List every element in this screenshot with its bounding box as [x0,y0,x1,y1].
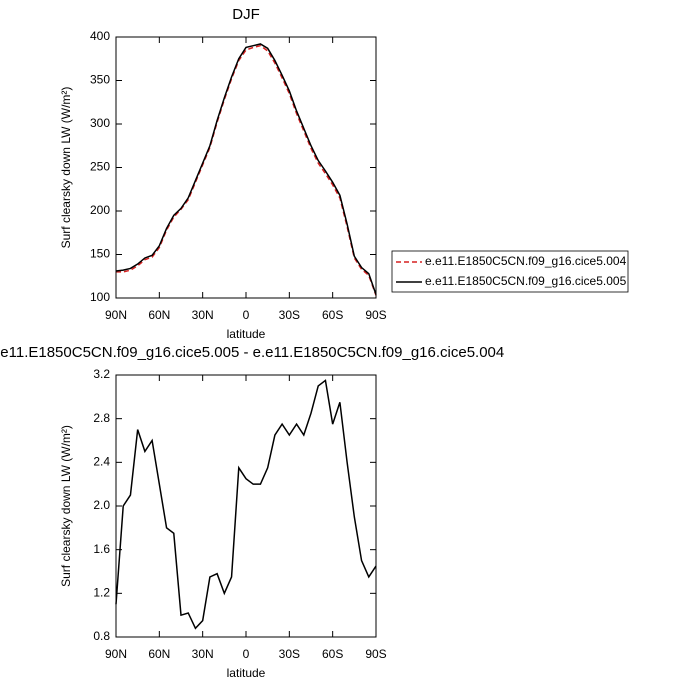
data-line [115,43,377,295]
x-tick-label: 0 [243,647,250,661]
y-tick-label: 400 [90,29,110,43]
data-line [116,44,377,296]
legend-label: e.e11.E1850C5CN.f09_g16.cice5.004 [425,254,627,268]
y-tick-label: 1.6 [93,542,110,556]
y-tick-label: 2.0 [93,498,110,512]
x-axis-label: latitude [227,327,266,341]
x-tick-label: 60S [322,308,343,322]
y-tick-label: 150 [90,247,110,261]
y-tick-label: 250 [90,160,110,174]
x-tick-label: 60N [148,647,170,661]
x-tick-label: 90S [365,647,386,661]
y-tick-label: 200 [90,203,110,217]
x-tick-label: 30N [192,647,214,661]
legend-label: e.e11.E1850C5CN.f09_g16.cice5.005 [425,274,627,288]
y-tick-label: 3.2 [93,367,110,381]
y-axis-label: Surf clearsky down LW (W/m²) [59,425,73,587]
y-tick-label: 350 [90,73,110,87]
x-tick-label: 90N [105,308,127,322]
y-tick-label: 2.8 [93,411,110,425]
y-axis-label: Surf clearsky down LW (W/m²) [59,87,73,249]
x-tick-label: 0 [243,308,250,322]
x-tick-label: 30S [279,308,300,322]
x-tick-label: 60S [322,647,343,661]
plot-frame [115,374,377,638]
data-line [115,379,377,630]
y-tick-label: 100 [90,290,110,304]
x-axis-label: latitude [227,666,266,680]
chart-title: e.e11.E1850C5CN.f09_g16.cice5.005 - e.e1… [0,344,504,361]
x-tick-label: 30S [279,647,300,661]
y-tick-label: 2.4 [93,455,110,469]
x-tick-label: 60N [148,308,170,322]
x-tick-label: 30N [192,308,214,322]
x-tick-label: 90S [365,308,386,322]
y-tick-label: 1.2 [93,586,110,600]
y-tick-label: 300 [90,116,110,130]
legend-box [391,250,629,293]
chart-title: DJF [232,6,260,23]
x-tick-label: 90N [105,647,127,661]
y-tick-label: 0.8 [93,629,110,643]
plot-frame [115,36,377,299]
